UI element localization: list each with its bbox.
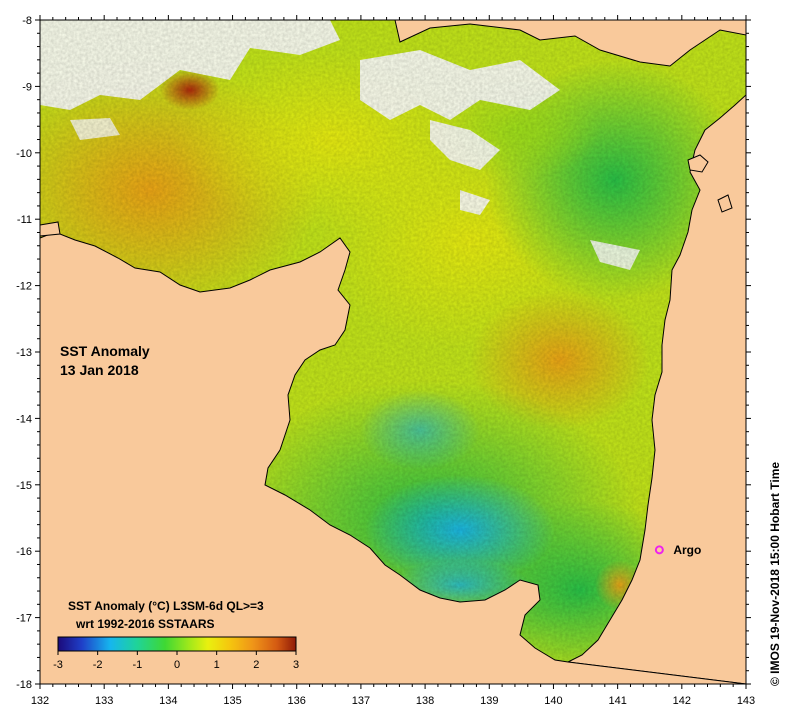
colorbar-subtitle: wrt 1992-2016 SSTAARS	[75, 617, 215, 631]
land-new-guinea	[394, 20, 746, 67]
y-tick-label: -13	[16, 347, 32, 359]
argo-marker-icon	[654, 545, 664, 555]
y-tick-label: -12	[16, 281, 32, 293]
y-tick-label: -18	[16, 679, 32, 691]
x-tick-label: 132	[31, 695, 49, 707]
y-axis: -8-9-10-11-12-13-14-15-16-17-18	[16, 15, 751, 691]
land-arnhem-land	[40, 231, 746, 684]
x-tick-label: 142	[673, 695, 691, 707]
colorbar-tick-label: -1	[132, 659, 142, 671]
colorbar-tick-label: 0	[174, 659, 180, 671]
sst-anomaly-field	[40, 20, 746, 684]
argo-float-marker: Argo	[654, 543, 701, 557]
x-tick-label: 140	[544, 695, 562, 707]
x-tick-label: 139	[480, 695, 498, 707]
map-title: SST Anomaly	[60, 343, 150, 359]
land-island-east	[687, 154, 709, 173]
land	[40, 20, 746, 684]
x-tick-label: 141	[608, 695, 626, 707]
imos-credit: © IMOS 19-Nov-2018 15:00 Hobart Time	[768, 461, 782, 686]
x-tick-label: 133	[95, 695, 113, 707]
y-tick-label: -9	[22, 81, 32, 93]
x-tick-label: 138	[416, 695, 434, 707]
y-tick-label: -15	[16, 480, 32, 492]
colorbar-title: SST Anomaly (°C) L3SM-6d QL>=3	[68, 599, 264, 613]
colorbar-tick-label: -3	[53, 659, 63, 671]
y-tick-label: -17	[16, 613, 32, 625]
colorbar-ticks: -3 -2 -1 0 1 2 3	[53, 651, 299, 671]
y-tick-label: -10	[16, 148, 32, 160]
argo-label: Argo	[673, 543, 701, 557]
colorbar-tick-label: 1	[214, 659, 220, 671]
y-tick-label: -11	[17, 214, 32, 226]
y-tick-label: -14	[16, 413, 32, 425]
land-island-west	[40, 221, 61, 237]
colorbar-gradient	[57, 636, 297, 652]
colorbar: SST Anomaly (°C) L3SM-6d QL>=3 wrt 1992-…	[53, 599, 299, 671]
y-tick-label: -16	[16, 546, 32, 558]
x-axis: 132 133 134 135 136 137 138 139 140 141 142 143	[31, 15, 755, 707]
y-tick-label: -8	[22, 15, 32, 27]
x-tick-label: 136	[288, 695, 306, 707]
colorbar-tick-label: 3	[293, 659, 299, 671]
map-date: 13 Jan 2018	[60, 362, 139, 378]
x-tick-label: 134	[159, 695, 177, 707]
land-island-northeast	[717, 194, 733, 213]
colorbar-tick-label: -2	[93, 659, 103, 671]
x-tick-label: 135	[223, 695, 241, 707]
x-tick-label: 143	[737, 695, 755, 707]
colorbar-tick-label: 2	[253, 659, 259, 671]
x-tick-label: 137	[352, 695, 370, 707]
